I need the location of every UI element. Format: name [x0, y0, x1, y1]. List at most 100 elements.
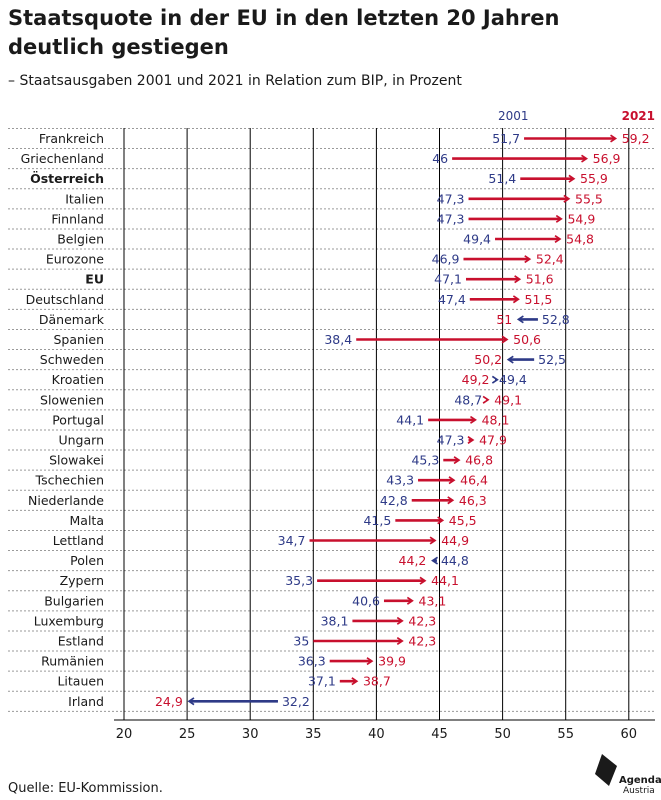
legend: 2001 2021 — [498, 109, 655, 123]
value-2021: 44,9 — [441, 533, 469, 548]
value-2021: 44,2 — [399, 553, 427, 568]
x-tick-label: 30 — [242, 727, 259, 742]
x-tick-label: 45 — [431, 727, 448, 742]
value-2001: 38,1 — [321, 613, 349, 628]
country-label: Irland — [68, 694, 104, 709]
country-label: Slowakei — [49, 453, 104, 468]
row-bulgarien: Bulgarien 40,6 43,1 — [44, 593, 446, 608]
country-label: Belgien — [57, 232, 104, 247]
x-tick-label: 40 — [368, 727, 385, 742]
value-2021: 24,9 — [155, 694, 183, 709]
row-ungarn: Ungarn 47,3 47,9 — [58, 433, 506, 448]
row-schweden: Schweden 52,5 50,2 — [40, 352, 566, 367]
country-label: Italien — [65, 191, 104, 206]
value-2021: 54,8 — [566, 232, 594, 247]
value-2001: 52,5 — [538, 352, 566, 367]
row-luxemburg: Luxemburg 38,1 42,3 — [34, 613, 437, 628]
value-2021: 39,9 — [378, 654, 406, 669]
country-label: Slowenien — [40, 392, 104, 407]
value-2001: 41,5 — [363, 513, 391, 528]
row-malta: Malta 41,5 45,5 — [70, 513, 477, 528]
value-2021: 47,9 — [479, 433, 507, 448]
value-2021: 54,9 — [567, 211, 595, 226]
x-tick-label: 20 — [116, 727, 133, 742]
value-2001: 46 — [432, 151, 448, 166]
value-2021: 49,1 — [494, 392, 522, 407]
country-label: Malta — [70, 513, 104, 528]
country-label: Österreich — [30, 171, 104, 186]
country-label: Litauen — [57, 674, 104, 689]
value-2021: 45,5 — [449, 513, 477, 528]
country-label: Ungarn — [58, 433, 104, 448]
chart-title: Staatsquote in der EU in den letzten 20 … — [8, 6, 560, 59]
country-label: Luxemburg — [34, 613, 104, 628]
x-tick-label: 35 — [305, 727, 322, 742]
value-2021: 44,1 — [431, 573, 459, 588]
logo-text-line1: Agenda — [619, 775, 661, 786]
row-tschechien: Tschechien 43,3 46,4 — [35, 473, 489, 488]
x-tick-labels: 20 25 30 35 40 45 50 55 60 — [116, 727, 637, 742]
row-österreich: Österreich 51,4 55,9 — [30, 171, 608, 186]
logo-text-line2: Austria — [623, 786, 655, 796]
country-label: Dänemark — [39, 312, 105, 327]
row-irland: Irland 32,2 24,9 — [68, 694, 310, 709]
value-2001: 47,3 — [437, 191, 465, 206]
country-label: Deutschland — [26, 292, 104, 307]
value-2021: 43,1 — [419, 593, 447, 608]
value-2001: 43,3 — [386, 473, 414, 488]
value-2021: 51,6 — [526, 272, 554, 287]
country-label: Portugal — [52, 412, 104, 427]
x-tick-label: 60 — [621, 727, 638, 742]
country-label: Kroatien — [52, 372, 104, 387]
legend-2021: 2021 — [622, 109, 655, 123]
row-kroatien: Kroatien 49,4 49,2 — [52, 372, 527, 387]
legend-2001: 2001 — [498, 109, 529, 123]
country-label: Spanien — [53, 332, 104, 347]
row-slowenien: Slowenien 48,7 49,1 — [40, 392, 522, 407]
value-2021: 48,1 — [482, 412, 510, 427]
row-portugal: Portugal 44,1 48,1 — [52, 412, 509, 427]
value-2001: 47,3 — [437, 433, 465, 448]
value-2001: 51,4 — [488, 171, 516, 186]
value-2001: 52,8 — [542, 312, 570, 327]
value-2021: 38,7 — [363, 674, 391, 689]
row-eurozone: Eurozone 46,9 52,4 — [46, 252, 564, 267]
country-label: Griechenland — [21, 151, 104, 166]
value-2001: 49,4 — [499, 372, 527, 387]
row-eu: EU 47,1 51,6 — [85, 272, 553, 287]
value-2021: 51,5 — [525, 292, 553, 307]
value-2001: 51,7 — [492, 131, 520, 146]
row-spanien: Spanien 38,4 50,6 — [53, 332, 541, 347]
value-2001: 47,3 — [437, 211, 465, 226]
value-2021: 50,6 — [513, 332, 541, 347]
country-label: Finnland — [51, 211, 104, 226]
row-niederlande: Niederlande 42,8 46,3 — [28, 493, 487, 508]
row-estland: Estland 35 42,3 — [58, 634, 437, 649]
country-label: Frankreich — [39, 131, 104, 146]
value-2021: 59,2 — [622, 131, 650, 146]
value-2001: 45,3 — [411, 453, 439, 468]
value-2001: 47,4 — [438, 292, 466, 307]
value-2001: 47,1 — [434, 272, 462, 287]
x-tick-label: 55 — [557, 727, 574, 742]
value-2021: 55,5 — [575, 191, 603, 206]
data-rows: Frankreich 51,7 59,2 Griechenland 46 56,9 Öste… — [21, 131, 650, 709]
country-label: Niederlande — [28, 493, 104, 508]
value-2001: 49,4 — [463, 232, 491, 247]
value-2001: 35,3 — [285, 573, 313, 588]
x-tick-label: 25 — [179, 727, 196, 742]
row-rumänien: Rumänien 36,3 39,9 — [41, 654, 406, 669]
value-2021: 42,3 — [408, 634, 436, 649]
value-2001: 42,8 — [380, 493, 408, 508]
value-2021: 51 — [496, 312, 512, 327]
country-label: Bulgarien — [44, 593, 104, 608]
country-label: Lettland — [53, 533, 104, 548]
country-label: Rumänien — [41, 654, 104, 669]
value-2001: 44,1 — [396, 412, 424, 427]
source-note: Quelle: EU-Kommission. — [8, 781, 163, 796]
row-litauen: Litauen 37,1 38,7 — [57, 674, 390, 689]
value-2001: 34,7 — [278, 533, 306, 548]
value-2021: 55,9 — [580, 171, 608, 186]
logo-mark-icon — [595, 754, 617, 786]
country-label: Eurozone — [46, 252, 104, 267]
